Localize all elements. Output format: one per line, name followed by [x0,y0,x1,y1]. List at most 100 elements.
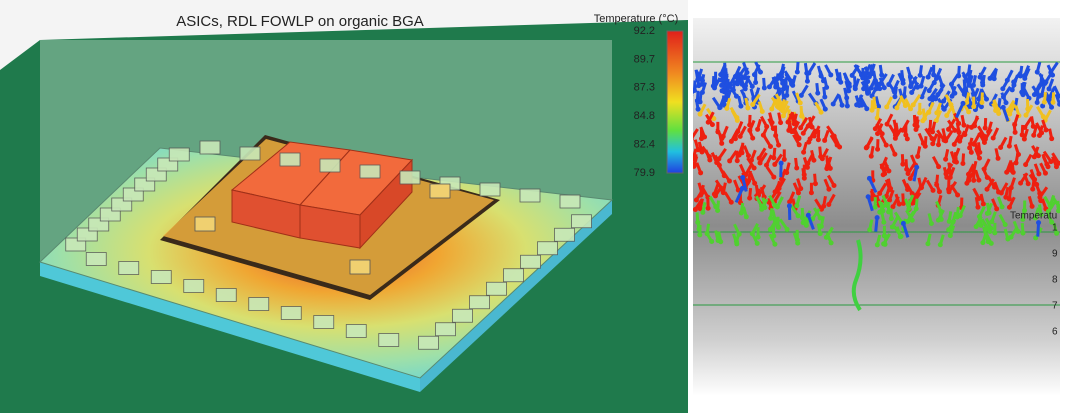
vector-head [801,149,807,155]
vector-head [1057,101,1060,107]
vector-head [1015,152,1021,158]
vector-head [797,100,803,106]
vector-head [981,139,987,145]
vector-head [711,116,717,122]
vector-head [881,219,887,225]
capacitor [319,158,341,173]
color-scale-tick: 87.3 [634,82,655,94]
vector-head [925,241,931,247]
vector-head [869,107,875,113]
vector-head [986,210,992,216]
vector-head [789,81,795,87]
vector-head [768,215,774,221]
vector-head [801,175,807,181]
vector-head [716,162,722,168]
capacitor [429,183,451,199]
vector-head [846,88,852,94]
vector-head [854,102,860,108]
vector-head [946,218,952,224]
vector-head [772,161,778,167]
vector-head [776,142,782,148]
vector-head [884,104,890,110]
vector-head [1023,112,1029,118]
vector-head [1033,235,1039,241]
vector-head [771,155,777,161]
vector-head [900,80,906,86]
vector-head [852,83,858,89]
vector-head [1030,186,1036,192]
vector-head [1029,203,1035,209]
vector-head [696,83,702,89]
vector-head [946,189,952,195]
vector-head [844,103,850,109]
vector-head [868,153,874,159]
vector-head [831,182,837,188]
vector-head [908,82,914,88]
vector-head [1053,164,1059,170]
vector-head [1036,171,1042,177]
vector-head [759,109,765,115]
vector-head [1000,104,1006,110]
vector-head [727,158,733,164]
vector-head [1031,154,1037,160]
vector-head [1055,208,1060,214]
vector-head [733,239,739,245]
vector-head [864,144,870,150]
vector-head [983,234,989,240]
vector-head [757,69,763,75]
capacitor [349,259,371,275]
vector-head [884,121,890,127]
capacitor [168,147,190,162]
vector-head [812,181,818,187]
vector-head [902,103,908,109]
vector-head [781,156,787,162]
vector-head [967,145,973,151]
legend-label: 9 [1052,249,1058,260]
vector-head [987,75,993,81]
vector-head [798,186,804,192]
vector-head [1049,104,1055,110]
vector-head [806,139,812,145]
vector-head [892,132,898,138]
vector-head [980,80,986,86]
vector-head [913,193,919,199]
vector-head [774,104,780,110]
vector-head [994,206,1000,212]
vector-head [1006,204,1012,210]
capacitor [559,194,581,209]
vector-head [819,206,825,212]
vector-head [717,104,723,110]
vector-head [775,75,781,81]
vector-head [927,96,933,102]
vector-head [1050,72,1056,78]
vector-head [971,177,977,183]
vector-head [747,127,753,133]
vector-head [1046,86,1052,92]
vector-head [903,132,909,138]
vector-head [943,138,949,144]
vector-head [966,82,972,88]
vector-head [896,201,902,207]
vector-head [987,228,993,234]
vector-head [961,122,967,128]
vector-head [892,89,898,95]
vector-head [976,177,982,183]
vector-head [864,106,870,112]
vector-head [798,92,804,98]
vector-head [879,72,885,78]
color-scale-tick: 92.2 [634,25,655,37]
color-scale-tick: 84.8 [634,110,655,122]
legend-label: 1 [1052,223,1058,234]
vector-head [1000,86,1006,92]
vector-head [952,90,958,96]
vector-head [965,171,971,177]
vector-head [968,149,974,155]
vector-head [931,72,937,78]
vector-head [826,201,832,207]
vector-head [908,106,914,112]
vector-head [799,215,805,221]
vector-head [745,153,751,159]
vector-head [925,74,931,80]
vector-head [795,190,801,196]
